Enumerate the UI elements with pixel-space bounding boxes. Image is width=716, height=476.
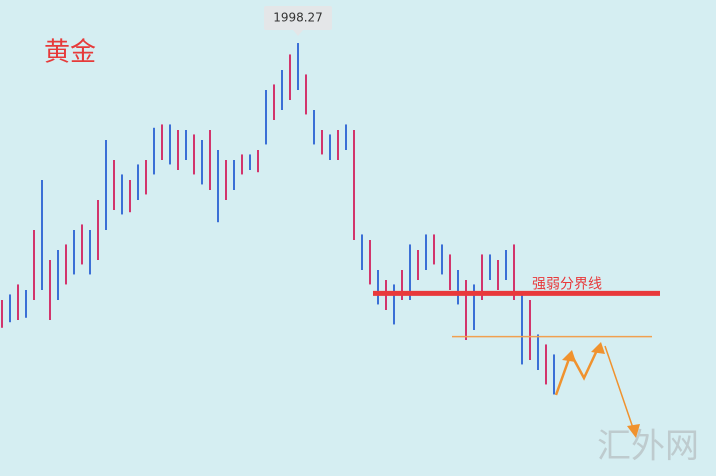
callout-box: [264, 6, 332, 30]
projection-arrows: [554, 342, 640, 438]
arrow: [554, 355, 572, 396]
level-label: 强弱分界线: [532, 276, 602, 292]
arrowhead: [627, 424, 640, 438]
peak-callout: 1998.27: [264, 6, 332, 36]
arrowhead: [591, 342, 605, 354]
callout-pointer: [293, 30, 303, 36]
peak-label: 1998.27: [273, 11, 323, 25]
watermark: 汇外网: [597, 427, 699, 467]
chart-title: 黄金: [44, 38, 96, 68]
arrow: [570, 347, 600, 381]
arrow: [604, 345, 634, 429]
